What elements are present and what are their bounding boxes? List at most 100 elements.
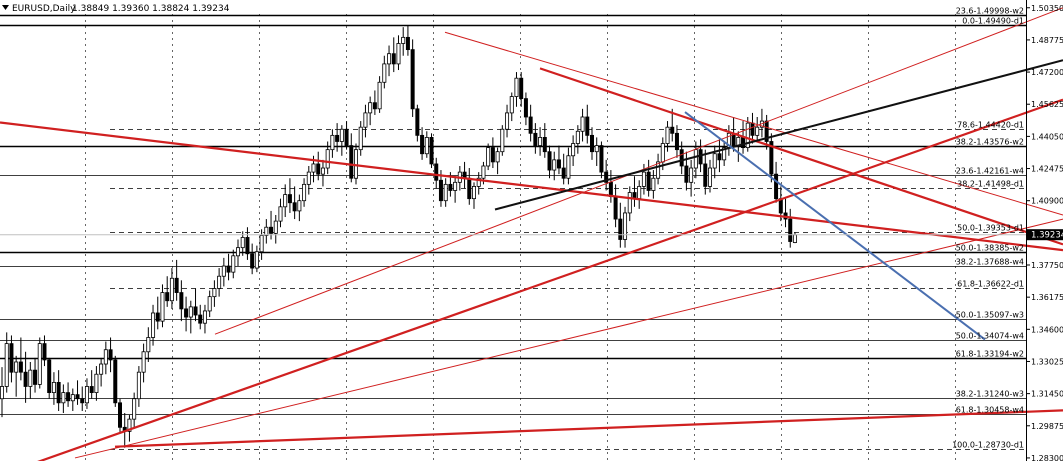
candle-up	[571, 143, 576, 157]
candle-down	[679, 149, 684, 167]
fib-level-label: 23.6-1.49998-w2	[956, 7, 1024, 16]
candle-up	[330, 134, 335, 151]
candle-down	[618, 218, 623, 240]
candle-down	[420, 134, 425, 155]
fib-level-label: 61.8-1.36622-d1	[957, 280, 1024, 289]
candle-up	[368, 102, 373, 114]
candle-down	[155, 312, 160, 322]
ohlc-label: 1.38849 1.39360 1.38824 1.39234	[72, 4, 230, 14]
candle-down	[118, 402, 123, 428]
candle-up	[476, 177, 481, 187]
price-tick-label: 1.48775	[1031, 36, 1063, 45]
candle-up	[594, 145, 599, 153]
candle-down	[415, 108, 420, 136]
candle-up	[656, 161, 661, 179]
candle-down	[585, 116, 590, 136]
candle-up	[339, 128, 344, 142]
candle-down	[66, 392, 71, 402]
candle-down	[523, 98, 528, 118]
candle-down	[184, 308, 189, 318]
candle-down	[113, 359, 118, 404]
candle-down	[528, 116, 533, 134]
fib-level-label: 50.0-1.35097-w3	[956, 311, 1024, 320]
candle-up	[495, 151, 500, 163]
candle-up	[755, 126, 760, 136]
candle-up	[217, 275, 222, 289]
candle-down	[684, 165, 689, 183]
candle-up	[363, 112, 368, 128]
fib-level-label: 38.2-1.41498-d1	[957, 180, 1024, 189]
candle-up	[311, 163, 316, 173]
candle-down	[717, 153, 722, 161]
candle-down	[556, 159, 561, 169]
price-tick-label: 1.31450	[1031, 390, 1063, 399]
fibonacci-labels: 23.6-1.49998-w20.0-1.49490-d1 78.6-1.4442…	[952, 7, 1024, 450]
candle-up	[509, 96, 514, 114]
fib-level-label: 50.0-1.39353-d1	[957, 224, 1024, 233]
candle-down	[438, 179, 443, 202]
candle-down	[179, 292, 184, 310]
candle-up	[70, 394, 75, 402]
candle-up	[623, 212, 628, 240]
candle-down	[774, 173, 779, 200]
trendline	[0, 121, 1063, 252]
candle-down	[335, 134, 340, 142]
price-tick-label: 1.50350	[1031, 4, 1063, 13]
candle-up	[264, 226, 269, 236]
candle-up	[221, 265, 226, 277]
candle-down	[108, 349, 113, 361]
trendline	[444, 31, 1063, 216]
candle-up	[160, 292, 165, 322]
candle-down	[429, 137, 434, 165]
candle-up	[297, 200, 302, 212]
candle-up	[552, 159, 557, 171]
candle-down	[75, 394, 80, 400]
candle-up	[745, 122, 750, 149]
candle-down	[292, 202, 297, 212]
current-price-marker: 1.39234	[0, 229, 1063, 241]
symbol-label: EURUSD,Daily	[12, 4, 76, 14]
candle-up	[575, 130, 580, 144]
current-price-text: 1.39234	[1031, 231, 1063, 241]
candle-down	[245, 237, 250, 255]
candle-down	[9, 343, 14, 373]
price-tick-label: 1.37750	[1031, 261, 1063, 270]
candle-up	[377, 81, 382, 110]
candle-up	[665, 126, 670, 144]
candle-up	[259, 234, 264, 253]
candle-up	[235, 247, 240, 257]
candle-down	[788, 218, 793, 242]
fibonacci-levels	[0, 14, 1026, 450]
candle-up	[637, 186, 642, 200]
candle-up	[424, 137, 429, 155]
candle-down	[490, 147, 495, 163]
candle-up	[722, 147, 727, 161]
fib-level-label: 38.2-1.43576-w2	[956, 138, 1024, 147]
candle-up	[188, 306, 193, 318]
candle-down	[33, 369, 38, 385]
price-tick-label: 1.44050	[1031, 132, 1063, 141]
price-tick-label: 1.42475	[1031, 165, 1063, 174]
candle-down	[410, 49, 415, 110]
candle-up	[712, 153, 717, 169]
candle-down	[542, 137, 547, 153]
candle-down	[547, 151, 552, 171]
candle-down	[174, 277, 179, 293]
candle-up	[693, 149, 698, 169]
candlestick-series	[0, 25, 797, 448]
candle-down	[287, 194, 292, 204]
candle-up	[202, 310, 207, 324]
candle-up	[660, 143, 665, 163]
candle-up	[37, 343, 42, 385]
candle-down	[674, 132, 679, 151]
candle-down	[519, 77, 524, 100]
candle-up	[353, 149, 358, 179]
candle-up	[514, 77, 519, 97]
candle-up	[627, 192, 632, 214]
trendlines	[0, 7, 1063, 461]
candle-up	[387, 53, 392, 65]
price-tick-label: 1.45625	[1031, 100, 1063, 109]
candle-down	[23, 371, 28, 387]
candle-up	[306, 171, 311, 185]
